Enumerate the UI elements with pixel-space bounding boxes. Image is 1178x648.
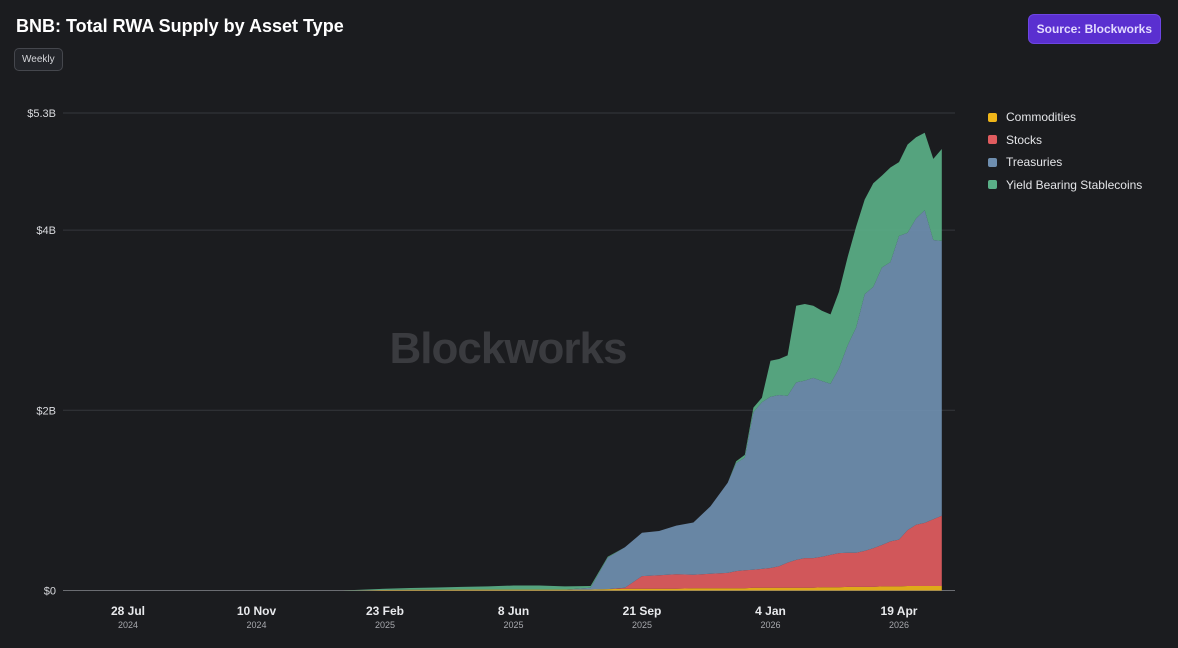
- x-tick-label: 10 Nov: [237, 604, 277, 618]
- chart-title: BNB: Total RWA Supply by Asset Type: [16, 16, 344, 36]
- x-tick-year: 2025: [632, 620, 652, 630]
- legend-item[interactable]: Yield Bearing Stablecoins: [988, 174, 1142, 197]
- legend-swatch: [988, 157, 997, 167]
- x-tick-label: 21 Sep: [623, 604, 662, 618]
- x-tick-label: 28 Jul: [111, 604, 145, 618]
- x-tick-label: 8 Jun: [498, 604, 529, 618]
- x-tick-year: 2025: [375, 620, 395, 630]
- area-stocks[interactable]: [85, 515, 942, 591]
- legend-swatch: [988, 180, 997, 190]
- legend-item[interactable]: Commodities: [988, 106, 1142, 129]
- watermark: Blockworks: [390, 324, 627, 373]
- x-tick-year: 2025: [503, 620, 523, 630]
- x-tick-label: 23 Feb: [366, 604, 404, 618]
- x-axis: 28 Jul 2024 10 Nov 2024 23 Feb 2025 8 Jun 2025 2…: [111, 604, 918, 630]
- x-tick-label: 4 Jan: [755, 604, 786, 618]
- legend-label: Yield Bearing Stablecoins: [1006, 177, 1143, 192]
- y-tick-label: $5.3B: [27, 108, 56, 120]
- area-commodities[interactable]: [85, 586, 942, 591]
- x-tick-year: 2026: [760, 620, 780, 630]
- stacked-areas: [85, 132, 942, 591]
- legend-label: Treasuries: [1006, 155, 1063, 170]
- frequency-badge[interactable]: Weekly: [14, 48, 63, 71]
- legend-item[interactable]: Stocks: [988, 129, 1142, 152]
- x-tick-label: 19 Apr: [881, 604, 918, 618]
- legend-label: Stocks: [1006, 132, 1043, 147]
- y-tick-label: $0: [44, 586, 56, 598]
- x-tick-year: 2024: [118, 620, 138, 630]
- source-button[interactable]: Source: Blockworks: [1027, 14, 1161, 44]
- legend-swatch: [988, 112, 997, 122]
- area-treasuries[interactable]: [85, 210, 942, 591]
- legend-swatch: [988, 135, 997, 145]
- area-yield-bearing-stablecoins[interactable]: [85, 132, 942, 591]
- y-axis: $0 $2B $4B $5.3B: [27, 108, 56, 598]
- y-tick-label: $4B: [36, 225, 56, 237]
- legend-item[interactable]: Treasuries: [988, 151, 1142, 174]
- legend-label: Commodities: [1006, 110, 1077, 125]
- x-tick-year: 2024: [246, 620, 266, 630]
- chart-legend: Commodities Stocks Treasuries Yield Bearing…: [988, 106, 1142, 196]
- y-tick-label: $2B: [36, 405, 56, 417]
- x-tick-year: 2026: [889, 620, 909, 630]
